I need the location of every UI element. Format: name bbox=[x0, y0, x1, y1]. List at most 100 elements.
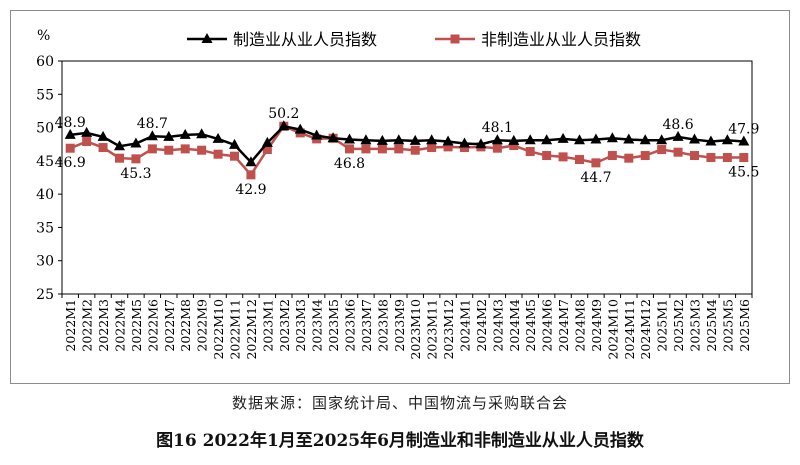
series-2-point bbox=[509, 141, 519, 151]
series-1-point bbox=[623, 133, 635, 144]
series-2-point bbox=[345, 144, 354, 154]
x-tick-label: 2024M1 bbox=[458, 299, 473, 352]
series-2-point bbox=[657, 145, 667, 155]
legend-marker bbox=[450, 34, 460, 44]
x-tick-label: 2023M9 bbox=[392, 299, 407, 352]
series-1-point bbox=[672, 130, 684, 141]
x-tick-label: 2024M12 bbox=[638, 299, 653, 360]
series-1-point bbox=[114, 140, 125, 151]
series-1-point bbox=[606, 132, 618, 143]
series-1-point bbox=[146, 130, 158, 141]
series-1-point bbox=[639, 134, 651, 145]
series-1-point bbox=[409, 134, 421, 145]
series-2-point bbox=[542, 151, 552, 161]
x-tick-label: 2025M1 bbox=[655, 299, 670, 352]
x-tick-label: 2023M4 bbox=[310, 299, 325, 352]
series-2-point bbox=[164, 145, 174, 155]
x-tick-label: 2022M6 bbox=[145, 299, 160, 352]
series-2-point bbox=[262, 145, 272, 155]
series-2-point bbox=[213, 149, 223, 159]
data-label: 48.1 bbox=[482, 120, 513, 136]
series-2-point bbox=[739, 153, 749, 163]
data-label: 46.8 bbox=[334, 156, 365, 172]
x-tick-label: 2022M4 bbox=[113, 299, 128, 352]
y-tick-label: 60 bbox=[36, 54, 54, 70]
series-1-point bbox=[557, 132, 569, 143]
x-tick-label: 2022M3 bbox=[96, 299, 111, 352]
series-2-point bbox=[65, 143, 75, 153]
series-1-point bbox=[212, 132, 224, 143]
data-label: 46.9 bbox=[55, 155, 86, 171]
x-tick-label: 2022M1 bbox=[63, 299, 78, 352]
legend-label: 非制造业从业人员指数 bbox=[481, 30, 641, 49]
series-1-point bbox=[705, 135, 717, 146]
x-tick-label: 2023M12 bbox=[441, 299, 456, 360]
series-1-point bbox=[261, 136, 273, 147]
y-tick-label: 30 bbox=[36, 254, 54, 270]
series-1-point bbox=[508, 134, 520, 145]
series-1-point bbox=[442, 135, 454, 146]
series-2-point bbox=[197, 145, 207, 155]
x-tick-label: 2024M7 bbox=[556, 299, 571, 352]
series-1-point bbox=[738, 135, 750, 146]
series-1-point bbox=[475, 138, 487, 149]
y-tick-label: 25 bbox=[36, 287, 54, 303]
series-1-point bbox=[294, 123, 306, 134]
series-2-point bbox=[131, 154, 141, 164]
x-tick-label: 2024M11 bbox=[622, 299, 637, 360]
series-1-point bbox=[327, 132, 339, 143]
series-1-point bbox=[196, 128, 208, 139]
y-axis-unit: % bbox=[37, 28, 50, 44]
x-tick-label: 2023M6 bbox=[343, 299, 358, 352]
data-label: 50.2 bbox=[268, 106, 299, 122]
series-2-point bbox=[558, 152, 568, 162]
x-tick-label: 2023M3 bbox=[293, 299, 308, 352]
series-2-point bbox=[361, 144, 371, 154]
plot-area bbox=[61, 60, 753, 295]
data-label: 44.7 bbox=[580, 170, 611, 186]
x-tick-label: 2023M1 bbox=[260, 299, 275, 352]
x-tick-label: 2025M5 bbox=[720, 299, 735, 352]
x-tick-label: 2024M4 bbox=[507, 299, 522, 352]
series-1-point bbox=[656, 134, 668, 145]
series-1-point bbox=[426, 134, 438, 145]
series-1-point bbox=[541, 134, 553, 145]
x-tick-label: 2022M10 bbox=[211, 299, 226, 360]
x-tick-label: 2024M9 bbox=[589, 299, 604, 352]
x-tick-label: 2023M7 bbox=[359, 299, 374, 352]
chart-frame: 25 30 35 40 45 50 55 60% 2022M1 2022M2 2022M3 2022M… bbox=[10, 10, 790, 384]
series-2-point bbox=[377, 144, 387, 154]
x-tick-label: 2024M6 bbox=[540, 299, 555, 352]
series-1-point bbox=[574, 134, 585, 145]
series-2-point bbox=[98, 143, 108, 153]
x-tick-label: 2023M2 bbox=[277, 299, 292, 352]
x-tick-label: 2022M12 bbox=[244, 299, 259, 360]
series-2-point bbox=[722, 153, 732, 163]
series-1-point bbox=[344, 133, 355, 144]
y-tick-label: 40 bbox=[36, 187, 54, 203]
data-label: 47.9 bbox=[728, 122, 759, 138]
series-2-point bbox=[410, 145, 420, 155]
series-1-point bbox=[278, 120, 290, 131]
series-2-point bbox=[115, 153, 124, 163]
x-tick-label: 2024M5 bbox=[523, 299, 538, 352]
series-2-point bbox=[575, 155, 584, 165]
x-tick-label: 2025M6 bbox=[737, 299, 752, 352]
y-tick-label: 45 bbox=[36, 154, 54, 170]
data-label: 48.6 bbox=[662, 117, 693, 133]
series-2-point bbox=[82, 137, 92, 147]
y-tick-label: 35 bbox=[36, 220, 54, 236]
legend-label: 制造业从业人员指数 bbox=[233, 30, 377, 49]
x-tick-label: 2022M5 bbox=[129, 299, 144, 352]
series-1-point bbox=[245, 156, 257, 167]
x-tick-label: 2024M3 bbox=[490, 299, 505, 352]
series-1-point bbox=[163, 130, 175, 141]
series-1-point bbox=[179, 128, 191, 139]
series-1-point bbox=[689, 133, 700, 144]
series-2-point bbox=[427, 143, 437, 153]
series-2-point bbox=[492, 143, 502, 153]
series-1-point bbox=[376, 134, 388, 145]
series-1-point bbox=[524, 134, 536, 145]
series-2-point bbox=[246, 170, 256, 180]
